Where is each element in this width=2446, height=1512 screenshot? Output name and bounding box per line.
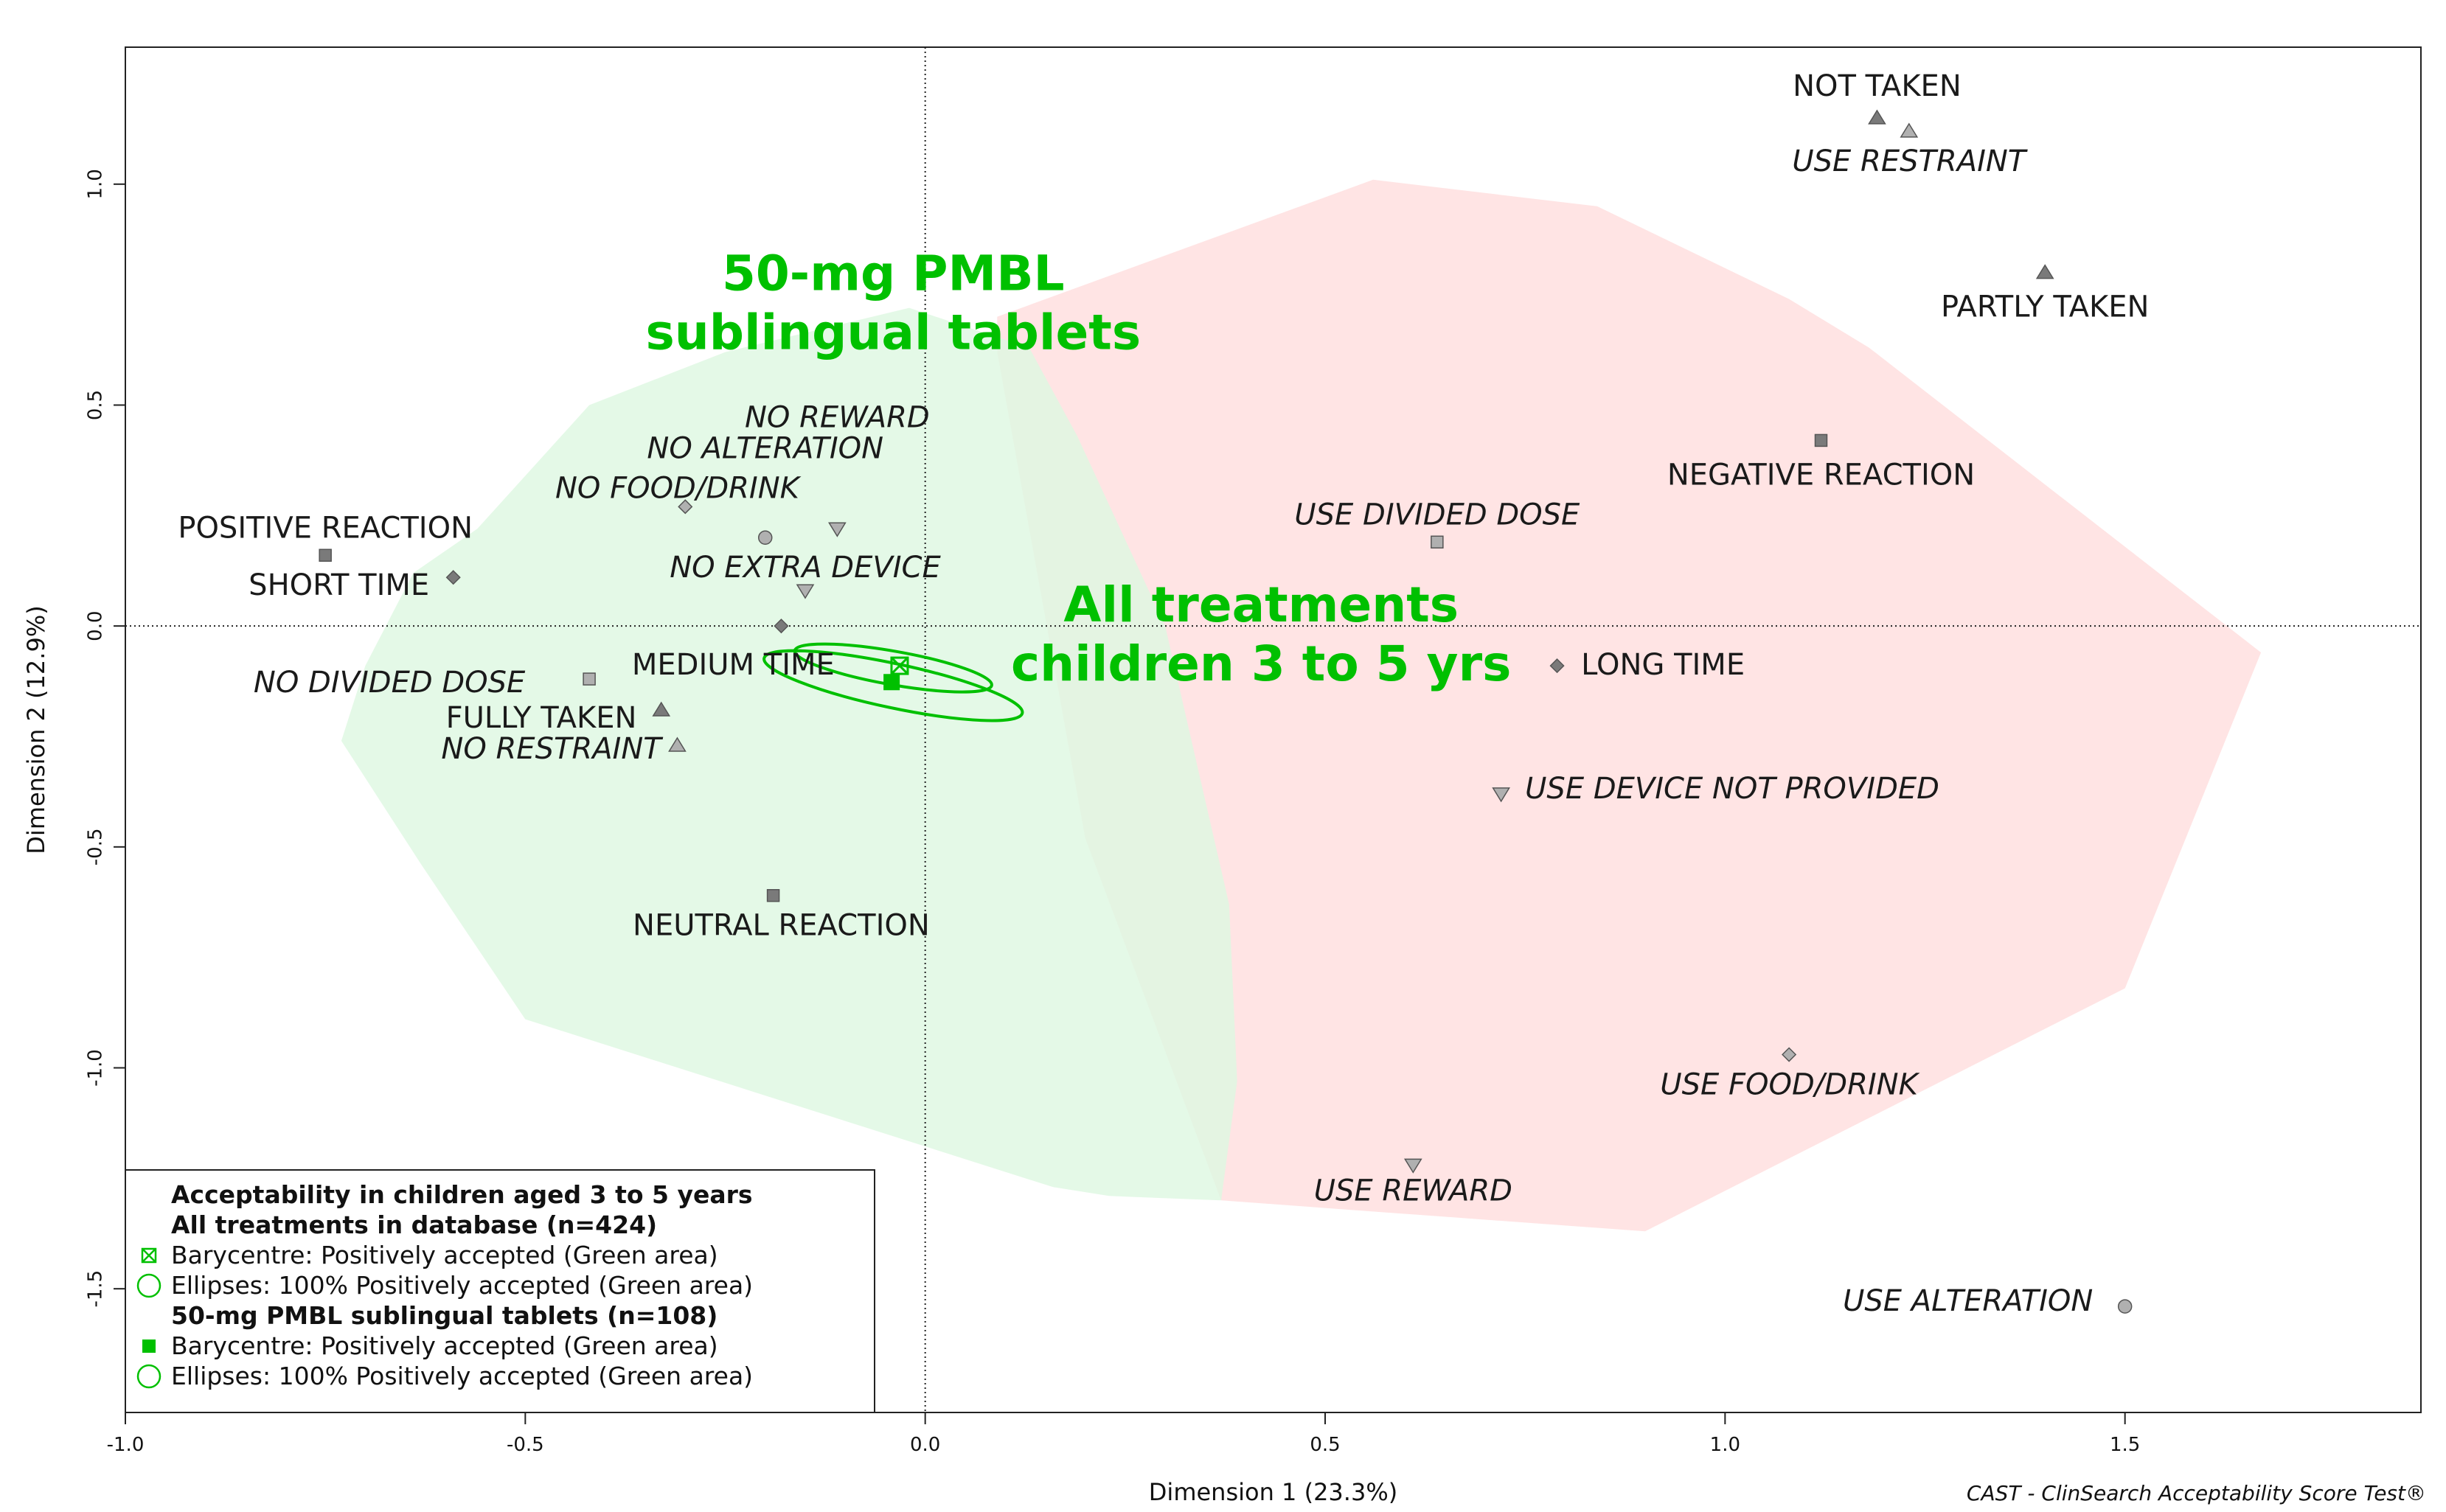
legend-item-label: Ellipses: 100% Positively accepted (Gree… [171,1362,753,1390]
no-divided-dose-marker [583,672,596,686]
no-restraint-label: NO RESTRAINT [441,732,664,766]
legend-item-label: Ellipses: 100% Positively accepted (Gree… [171,1271,753,1300]
no-food-drink-label: NO FOOD/DRINK [555,471,802,505]
use-device-not-provided-label: USE DEVICE NOT PROVIDED [1525,772,1939,806]
neutral-reaction-marker [766,889,780,902]
legend: Acceptability in children aged 3 to 5 ye… [125,1169,875,1413]
no-restraint-marker [668,736,687,752]
y-tick-label: -0.5 [85,828,107,865]
long-time-label: LONG TIME [1581,648,1745,682]
short-time-label: SHORT TIME [249,568,429,602]
x-tick-label: 1.5 [2110,1434,2140,1456]
partly-taken-marker [2035,264,2054,279]
legend-barycentre-x-symbol [141,1247,157,1264]
no-extra-device-label: NO EXTRA DEVICE [670,551,941,585]
footer-credit: CAST - ClinSearch Acceptability Score Te… [1967,1481,2426,1505]
short-time-marker [445,570,461,585]
no-food-drink-marker [678,499,693,515]
x-tick-label: -1.0 [107,1434,145,1456]
negative-reaction-marker [1814,433,1828,447]
use-restraint-marker [1900,122,1919,138]
no-alteration-marker [757,530,773,546]
barycentre-ellipses [762,642,1024,722]
no-divided-dose-label: NO DIVIDED DOSE [254,666,526,700]
green-area [341,307,1237,1201]
use-alteration-marker [2117,1299,2133,1314]
x-tick-label: 1.0 [1710,1434,1740,1456]
legend-ellipse-symbol [136,1273,161,1298]
use-reward-label: USE REWARD [1314,1174,1512,1208]
legend-item-label: Barycentre: Positively accepted (Green a… [171,1241,718,1269]
use-alteration-label: USE ALTERATION [1843,1284,2093,1318]
no-extra-device-marker [796,584,815,599]
y-tick-label: -1.0 [85,1049,107,1087]
use-divided-dose-marker [1431,535,1444,549]
axes: -1.0 -0.5 0.0 0.5 1.0 1.5 -1.5 -1.0 -0.5 0.0 0.5 1.… [85,169,2141,1456]
legend-group-heading: All treatments in database (n=424) [171,1210,657,1239]
pmbl-annotation: 50-mg PMBL sublingual tablets [645,245,1141,361]
red-area [997,179,2262,1232]
reference-lines [125,47,2421,1412]
partly-taken-label: PARTLY TAKEN [1941,290,2149,324]
pmbl-barycentre [883,674,900,691]
negative-reaction-label: NEGATIVE REACTION [1667,458,1975,492]
y-axis-title: Dimension 2 (12.9%) [22,605,50,854]
y-tick-label: 1.0 [85,169,107,199]
group-annotations: 50-mg PMBL sublingual tablets All treatmen… [645,245,1511,693]
legend-ellipse-symbol [136,1364,161,1389]
use-food-drink-marker [1782,1047,1797,1062]
no-reward-label: NO REWARD [745,400,930,434]
use-food-drink-label: USE FOOD/DRINK [1660,1067,1919,1101]
medium-time-label: MEDIUM TIME [632,648,835,682]
long-time-marker [1549,658,1565,674]
neutral-reaction-label: NEUTRAL REACTION [633,909,930,943]
legend-box [125,1169,875,1413]
use-divided-dose-label: USE DIVIDED DOSE [1294,498,1580,532]
fully-taken-marker [652,701,671,717]
legend-group-heading: 50-mg PMBL sublingual tablets (n=108) [171,1301,718,1330]
y-tick-label: 0.5 [85,390,107,420]
all-treatments-barycentre [890,656,909,675]
use-reward-marker [1403,1158,1422,1174]
medium-time-marker [774,619,789,634]
not-taken-marker [1868,109,1886,125]
legend-barycentre-filled-symbol [142,1339,156,1353]
no-alteration-label: NO ALTERATION [647,431,883,465]
y-tick-label: -1.5 [85,1270,107,1308]
all-treatments-annotation: All treatments children 3 to 5 yrs [1011,576,1511,692]
category-points: NOT TAKEN USE RESTRAINT PARTLY TAKEN NEGATI… [178,69,2149,1318]
not-taken-label: NOT TAKEN [1793,69,1962,103]
fully-taken-label: FULLY TAKEN [446,701,637,735]
legend-item-label: Barycentre: Positively accepted (Green a… [171,1331,718,1360]
use-restraint-label: USE RESTRAINT [1792,144,2028,178]
no-reward-marker [828,522,847,537]
positive-reaction-label: POSITIVE REACTION [178,511,473,545]
positive-reaction-marker [319,548,332,562]
x-tick-label: -0.5 [507,1434,544,1456]
x-axis-title: Dimension 1 (23.3%) [1149,1478,1397,1506]
acceptability-areas [341,179,2262,1232]
x-tick-label: 0.0 [910,1434,940,1456]
use-device-not-provided-marker [1492,787,1510,803]
y-tick-label: 0.0 [85,610,107,641]
x-tick-label: 0.5 [1310,1434,1340,1456]
legend-title: Acceptability in children aged 3 to 5 ye… [171,1180,753,1209]
